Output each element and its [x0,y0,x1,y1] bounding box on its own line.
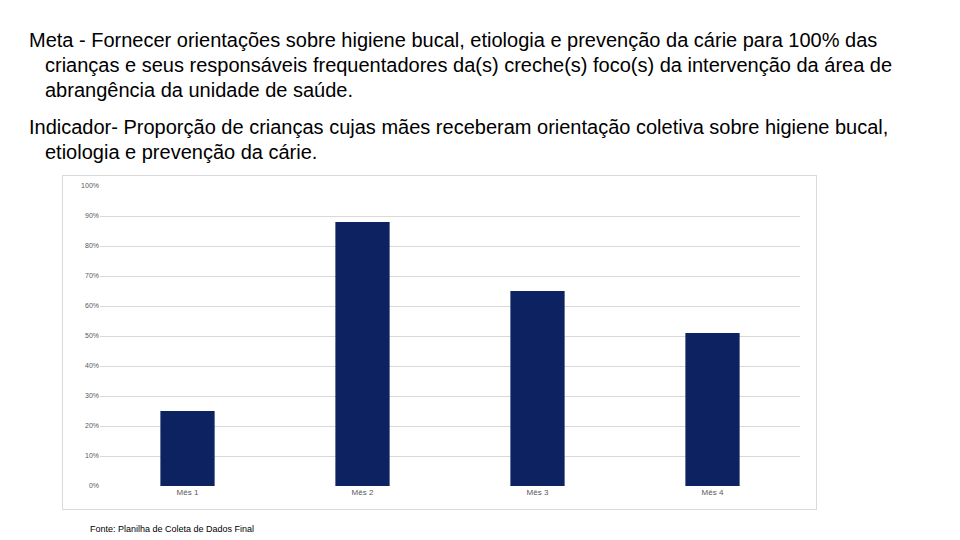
svg-text:Fonte: Planilha de Coleta de D: Fonte: Planilha de Coleta de Dados Final [90,524,254,534]
svg-text:40%: 40% [85,362,99,369]
html-text:Meta - Fornecer orientações so: Meta - Fornecer orientações sobre higien… [29,29,893,101]
svg-text:10%: 10% [85,452,99,459]
svg-text:90%: 90% [85,212,99,219]
html-text:Indicador- Proporção de crianç: Indicador- Proporção de crianças cujas m… [29,116,889,163]
svg-text:70%: 70% [85,272,99,279]
svg-text:Mês 2: Mês 2 [352,488,374,497]
svg-text:30%: 30% [85,392,99,399]
svg-text:Mês 4: Mês 4 [702,488,724,497]
svg-text:20%: 20% [85,422,99,429]
svg-text:0%: 0% [89,482,99,489]
svg-text:Mês 3: Mês 3 [527,488,549,497]
svg-text:80%: 80% [85,242,99,249]
svg-text:100%: 100% [81,182,99,189]
svg-text:60%: 60% [85,302,99,309]
svg-text:50%: 50% [85,332,99,339]
svg-text:Mês 1: Mês 1 [177,488,199,497]
